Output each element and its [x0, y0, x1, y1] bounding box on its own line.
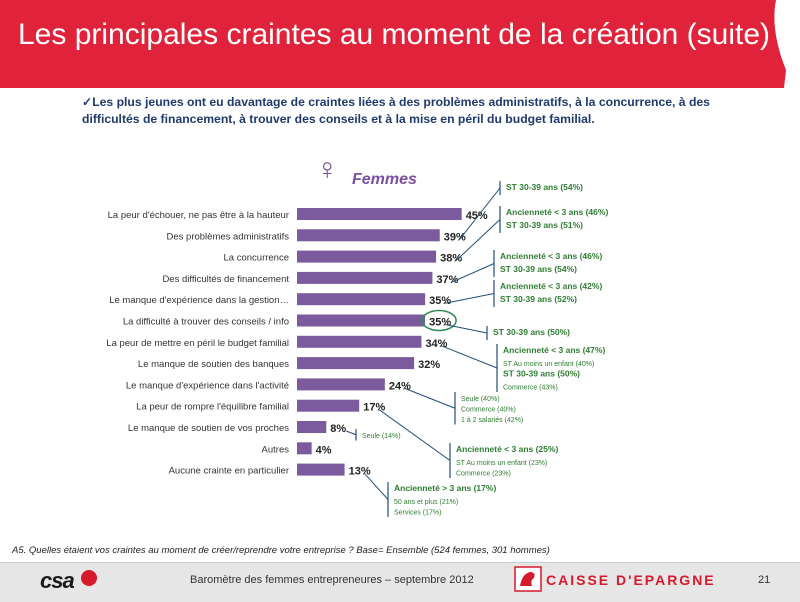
- annotation-text: Ancienneté < 3 ans (42%): [500, 281, 602, 291]
- category-label: La concurrence: [224, 253, 289, 264]
- annotation-text: ST 30-39 ans (50%): [503, 369, 580, 379]
- bar: [297, 314, 426, 327]
- value-label: 4%: [316, 444, 332, 456]
- annotation-text: Commerce (40%): [461, 407, 516, 414]
- annotation-text: ST Au moins un enfant (40%): [503, 361, 594, 368]
- annotation-text: ST 30-39 ans (54%): [506, 182, 583, 192]
- annotation-text: 1 à 2 salariés (42%): [461, 417, 523, 424]
- value-label: 38%: [440, 253, 462, 265]
- bar: [297, 399, 360, 412]
- squirrel-logo-icon: [514, 566, 542, 592]
- legend-label: Femmes: [352, 171, 417, 188]
- value-label: 39%: [444, 231, 466, 243]
- intro-text: ✓Les plus jeunes ont eu davantage de cra…: [82, 95, 710, 126]
- value-label: 45%: [466, 210, 488, 222]
- annotation-text: ST 30-39 ans (50%): [493, 327, 570, 337]
- csa-logo-mark: [81, 570, 97, 586]
- bar: [297, 271, 433, 284]
- page-title: Les principales craintes au moment de la…: [18, 18, 771, 51]
- bar: [297, 421, 327, 433]
- annotation-connector: [364, 473, 389, 500]
- value-label: 34%: [425, 338, 447, 350]
- annotation-text: Ancienneté < 3 ans (46%): [506, 207, 608, 217]
- annotation-connector: [346, 430, 357, 436]
- value-label: 37%: [436, 274, 458, 286]
- value-label: 13%: [349, 466, 371, 478]
- category-label: Aucune crainte en particulier: [169, 466, 289, 477]
- bar: [297, 250, 437, 263]
- annotation-connector: [404, 387, 456, 409]
- brand-name: CAISSE D'EPARGNE: [546, 572, 716, 588]
- annotation-connector: [452, 263, 495, 283]
- annotation-text: Services (17%): [394, 510, 441, 517]
- annotation-text: Ancienneté < 3 ans (25%): [456, 444, 558, 454]
- annotation-text: ST 30-39 ans (52%): [500, 294, 577, 304]
- bar: [297, 229, 440, 242]
- footer-bar: [0, 562, 800, 602]
- annotation-text: Commerce (23%): [456, 471, 511, 478]
- annotation-connector: [445, 324, 488, 334]
- value-label: 35%: [429, 295, 451, 307]
- question-footnote: A5. Quelles étaient vos craintes au mome…: [12, 545, 550, 556]
- bar: [297, 442, 312, 455]
- page-number: 21: [758, 574, 771, 586]
- csa-logo: csa: [40, 568, 75, 593]
- bar: [297, 463, 345, 476]
- category-label: Des difficultés de financement: [162, 274, 289, 285]
- category-label: La peur de rompre l'équilibre familial: [136, 402, 289, 413]
- female-symbol-icon: ♀: [316, 153, 339, 186]
- annotation-connector: [445, 293, 495, 304]
- category-label: Autres: [262, 444, 290, 455]
- annotation-text: Ancienneté < 3 ans (46%): [500, 251, 602, 261]
- annotation-text: Commerce (43%): [503, 385, 558, 392]
- annotation-text: ST 30-39 ans (54%): [500, 264, 577, 274]
- value-label: 24%: [389, 380, 411, 392]
- bar: [297, 208, 462, 220]
- bar: [297, 335, 422, 348]
- category-label: La difficulté à trouver des conseils / i…: [123, 317, 289, 328]
- annotation-text: ST Au moins un enfant (23%): [456, 460, 547, 467]
- annotation-text: ST 30-39 ans (51%): [506, 220, 583, 230]
- footer-title: Baromètre des femmes entrepreneures – se…: [190, 574, 474, 586]
- annotation-text: Seule (40%): [461, 396, 500, 403]
- annotation-text: Ancienneté < 3 ans (47%): [503, 345, 605, 355]
- category-label: La peur de mettre en péril le budget fam…: [106, 338, 289, 349]
- annotation-text: 50 ans et plus (21%): [394, 499, 458, 506]
- bar: [297, 378, 385, 391]
- annotation-text: Seule (14%): [362, 433, 401, 440]
- category-label: Le manque de soutien des banques: [138, 359, 289, 370]
- bar: [297, 357, 415, 370]
- bar: [297, 293, 426, 306]
- title-banner: [0, 0, 786, 88]
- annotation-connector: [441, 345, 498, 369]
- annotation-connector: [459, 187, 501, 240]
- category-label: Le manque de soutien de vos proches: [128, 423, 289, 434]
- annotation-connector: [378, 409, 451, 461]
- bar-chart: La peur d'échouer, ne pas être à la haut…: [106, 181, 608, 517]
- annotation-text: Ancienneté > 3 ans (17%): [394, 483, 496, 493]
- value-label: 32%: [418, 359, 440, 371]
- value-label: 35%: [429, 317, 451, 329]
- category-label: Le manque d'expérience dans la gestion…: [109, 295, 289, 306]
- category-label: Le manque d'expérience dans l'activité: [126, 380, 289, 391]
- annotation-connector: [455, 219, 501, 261]
- category-label: Des problèmes administratifs: [167, 231, 290, 242]
- category-label: La peur d'échouer, ne pas être à la haut…: [108, 210, 289, 221]
- value-label: 8%: [330, 423, 346, 435]
- highlight-circle: [421, 309, 457, 332]
